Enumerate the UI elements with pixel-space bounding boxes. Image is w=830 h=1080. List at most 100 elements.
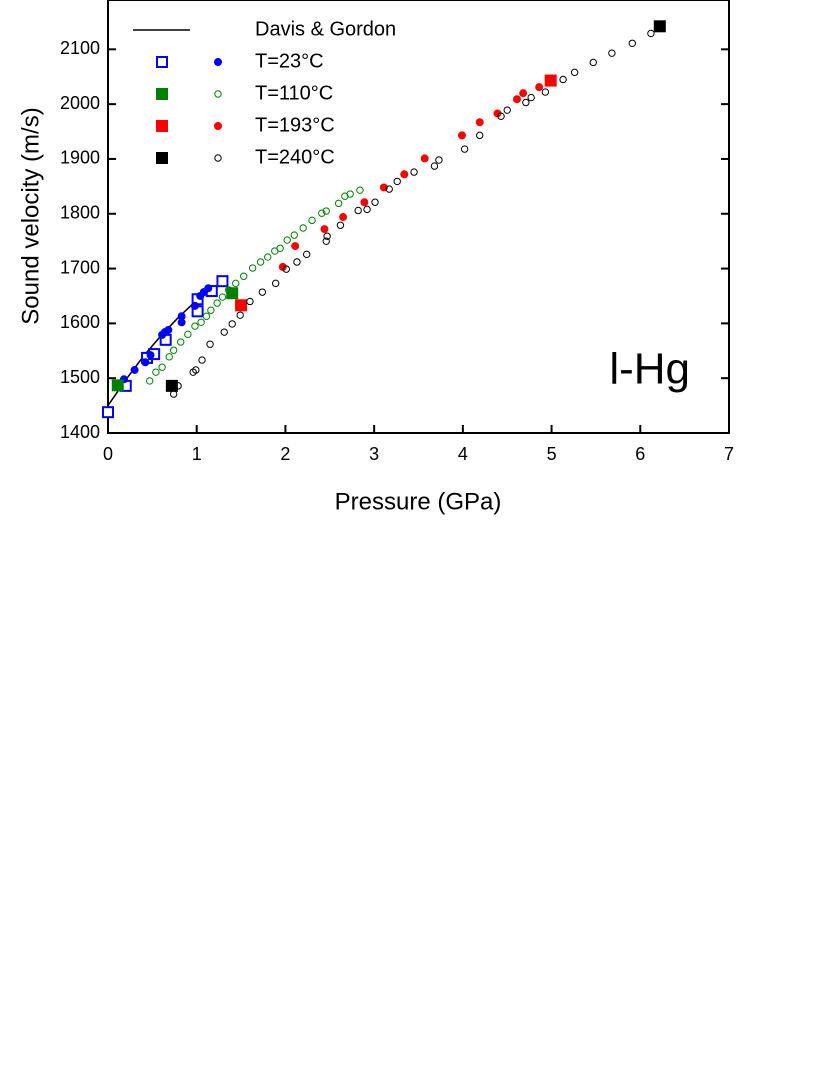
y-axis-label: Sound velocity (m/s) — [17, 107, 44, 324]
circle-point — [308, 216, 316, 225]
circle-point — [608, 49, 616, 57]
circle-point — [354, 206, 362, 215]
circle-point — [206, 340, 214, 348]
y-tick-label: 1700 — [60, 257, 100, 277]
circle-point — [278, 262, 287, 271]
circle-point — [177, 318, 186, 327]
legend-circle — [214, 154, 222, 162]
circle-point — [228, 320, 236, 328]
circle-point — [400, 170, 409, 179]
x-tick-label: 2 — [280, 444, 290, 464]
legend-circle — [214, 122, 222, 130]
circle-point — [535, 83, 544, 92]
circle-point — [522, 98, 530, 107]
circle-point — [430, 162, 439, 170]
circle-point — [322, 237, 330, 245]
circle-point — [145, 377, 154, 385]
y-tick-label: 1600 — [60, 312, 100, 332]
circle-point — [527, 93, 535, 102]
circle-point — [336, 221, 345, 229]
circle-point — [141, 358, 150, 367]
circle-point — [570, 68, 579, 77]
circle-point — [303, 250, 311, 259]
legend-square — [156, 88, 168, 100]
circle-point — [197, 318, 205, 326]
circle-point — [320, 225, 329, 234]
circle-point — [476, 131, 484, 140]
y-tick-label: 1500 — [60, 367, 100, 387]
circle-point — [475, 118, 484, 127]
y-tick-label: 2000 — [60, 93, 100, 113]
circle-point — [460, 145, 469, 153]
circle-point — [213, 299, 221, 307]
circle-point — [191, 322, 199, 330]
circle-point — [393, 177, 401, 186]
legend-label: Davis & Gordon — [255, 18, 396, 40]
circle-point — [457, 131, 466, 140]
y-tick-label: 1900 — [60, 148, 100, 168]
x-tick-label: 0 — [103, 444, 113, 464]
circle-point — [410, 168, 418, 176]
circle-point — [385, 185, 393, 193]
x-tick-label: 6 — [635, 444, 645, 464]
circle-point — [204, 284, 213, 293]
circle-point — [293, 258, 301, 266]
circle-point — [246, 297, 254, 306]
square-point — [111, 379, 124, 392]
y-tick-label: 1800 — [60, 203, 100, 223]
circle-point — [169, 390, 178, 398]
circle-point — [282, 265, 291, 273]
legend-label: T=193°C — [255, 114, 335, 136]
circle-point — [503, 106, 511, 114]
circle-point — [169, 346, 178, 354]
circle-point — [346, 190, 354, 198]
circle-point — [559, 75, 567, 84]
circle-point — [198, 356, 206, 364]
legend-label: T=240°C — [255, 146, 335, 168]
plot-frame — [107, 0, 730, 434]
circle-point — [541, 88, 550, 96]
circle-point — [146, 351, 155, 360]
annotation: l-Hg — [609, 345, 690, 394]
circle-point — [177, 338, 185, 346]
circle-point — [220, 328, 228, 336]
legend-label: T=23°C — [255, 50, 324, 72]
circle-point — [323, 232, 331, 240]
circle-point — [299, 224, 307, 232]
circle-point — [283, 236, 291, 244]
circle-point — [152, 368, 160, 376]
circle-point — [276, 244, 284, 252]
x-tick-label: 5 — [547, 444, 557, 464]
circle-point — [435, 156, 443, 164]
circle-point — [420, 154, 429, 163]
square-point — [544, 74, 557, 87]
circle-point — [165, 353, 173, 361]
legend-square — [156, 152, 168, 164]
legend-label: T=110°C — [255, 82, 333, 104]
circle-point — [360, 198, 369, 207]
circle-point — [322, 207, 330, 215]
circle-point — [589, 58, 597, 67]
circle-point — [290, 231, 298, 239]
square-point — [653, 20, 666, 33]
legend-circle — [214, 58, 222, 66]
circle-point — [291, 242, 300, 251]
x-tick-label: 3 — [369, 444, 379, 464]
x-tick-label: 4 — [458, 444, 468, 464]
circle-point — [248, 264, 257, 272]
circle-point — [271, 279, 280, 288]
circle-point — [497, 112, 505, 120]
circle-point — [130, 365, 139, 374]
circle-point — [256, 258, 265, 266]
circle-point — [318, 209, 326, 217]
circle-point — [240, 272, 248, 280]
circle-point — [158, 363, 166, 371]
legend-circle — [214, 90, 222, 98]
circle-point — [236, 311, 244, 319]
circle-point — [202, 312, 211, 320]
circle-point — [263, 253, 272, 261]
circle-point — [647, 29, 655, 38]
circle-point — [164, 325, 173, 334]
circle-point — [207, 306, 215, 314]
circle-point — [190, 301, 199, 310]
